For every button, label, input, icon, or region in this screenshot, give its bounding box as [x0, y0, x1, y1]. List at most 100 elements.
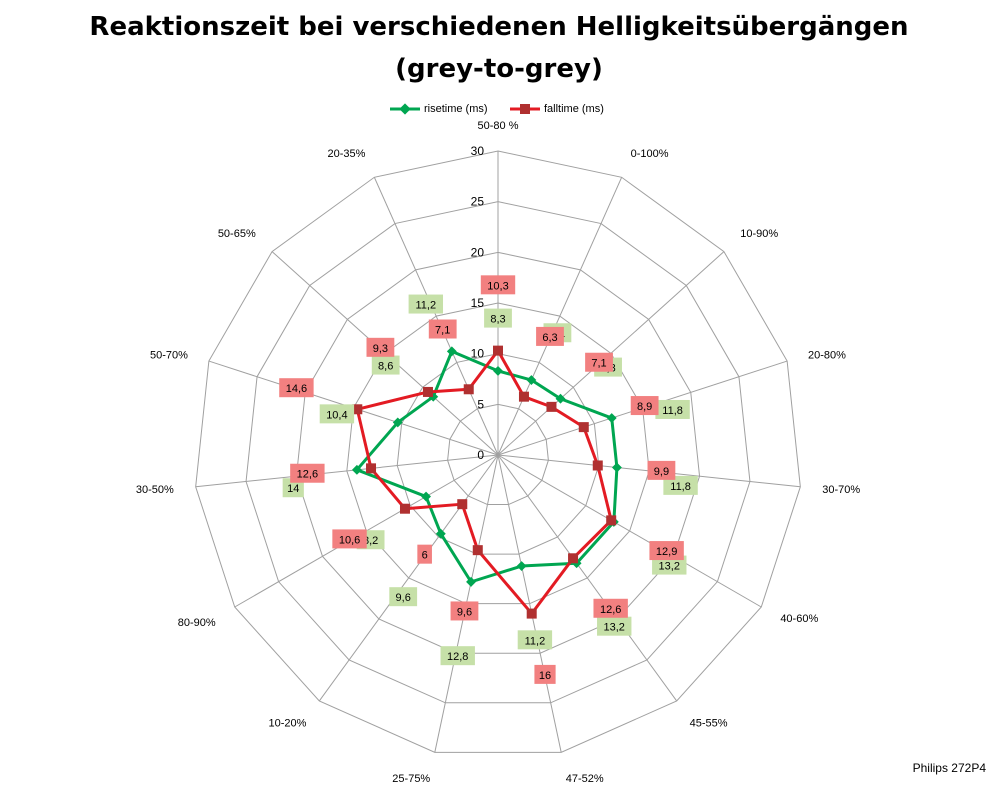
risetime-point — [421, 491, 431, 502]
risetime-data-label: 8,6 — [378, 361, 393, 373]
falltime-data-label-bg — [428, 319, 457, 339]
falltime-data-label: 12,9 — [656, 546, 677, 558]
falltime-point — [472, 545, 483, 556]
legend: risetime (ms) falltime (ms) — [0, 99, 998, 119]
risetime-data-label: 11,2 — [525, 635, 546, 647]
falltime-data-label: 10,3 — [487, 280, 508, 292]
falltime-data-label-bg — [647, 460, 676, 480]
risetime-point — [392, 417, 403, 428]
risetime-data-label-bg — [408, 294, 444, 314]
risetime-data-label-bg — [652, 555, 687, 575]
falltime-point — [546, 401, 557, 412]
risetime-data-label-bg — [389, 587, 418, 607]
risetime-data-label-bg — [663, 475, 698, 495]
falltime-data-label-bg — [585, 352, 613, 372]
falltime-data-label-bg — [290, 463, 325, 483]
falltime-data-label-bg — [630, 396, 659, 416]
falltime-data-label-bg — [366, 337, 395, 357]
chart-title-line-2: (grey-to-grey) — [395, 54, 603, 84]
risetime-data-label-bg — [517, 630, 553, 650]
risetime-data-label-bg — [371, 355, 400, 375]
risetime-point — [446, 346, 457, 357]
falltime-point — [526, 608, 537, 619]
risetime-point — [555, 393, 566, 404]
grid-spoke — [497, 454, 678, 702]
category-label: 45-55% — [690, 718, 728, 730]
risetime-point — [606, 413, 617, 423]
risetime-point — [466, 576, 476, 587]
category-label: 50-80 % — [478, 120, 519, 132]
category-label: 20-35% — [327, 148, 365, 160]
category-label: 50-65% — [218, 228, 256, 240]
category-label: 10-20% — [268, 718, 306, 730]
falltime-data-label-bg — [534, 664, 556, 684]
legend-falltime-swatch — [510, 104, 540, 114]
chart-title-line-1: Reaktionszeit bei verschiedenen Helligke… — [89, 12, 909, 42]
category-label: 30-70% — [822, 484, 860, 496]
grid-spoke — [373, 177, 499, 456]
falltime-point — [578, 422, 589, 433]
radial-tick-label: 10 — [471, 347, 485, 361]
risetime-point — [493, 365, 503, 376]
grid-ring — [295, 251, 701, 654]
risetime-data-label-bg — [282, 478, 304, 498]
category-label: 40-60% — [780, 613, 818, 625]
falltime-data-label: 12,6 — [297, 469, 318, 481]
category-label: 25-75% — [392, 773, 430, 785]
category-label: 50-70% — [150, 349, 188, 361]
falltime-series-line — [355, 349, 613, 616]
falltime-point — [352, 404, 363, 415]
risetime-data-label: 11,8 — [662, 405, 683, 417]
risetime-data-label: 8,2 — [363, 535, 378, 547]
risetime-data-label: 10,4 — [326, 409, 347, 421]
falltime-data-label: 7,1 — [435, 325, 450, 337]
falltime-data-label-bg — [649, 541, 684, 561]
falltime-point — [399, 503, 410, 514]
risetime-data-label: 13,2 — [604, 622, 625, 634]
radial-tick-label: 0 — [477, 448, 484, 462]
grid-ring — [346, 302, 650, 605]
grid-spoke — [497, 177, 623, 456]
grid-spoke — [195, 454, 499, 488]
risetime-series-line — [355, 349, 619, 584]
falltime-data-label: 12,6 — [600, 604, 621, 616]
risetime-point — [526, 375, 537, 385]
risetime-data-label-bg — [484, 308, 512, 328]
falltime-data-label: 6,3 — [542, 332, 557, 344]
grid-spoke — [318, 454, 499, 702]
falltime-data-label: 8,9 — [637, 401, 652, 413]
falltime-data-label: 9,9 — [654, 466, 669, 478]
radial-tick-label: 25 — [471, 195, 485, 209]
risetime-data-label: 11,8 — [670, 481, 691, 493]
legend-risetime-label: risetime (ms) — [424, 103, 488, 115]
radial-tick-label: 30 — [471, 144, 485, 158]
falltime-data-label: 9,3 — [373, 343, 388, 355]
falltime-point — [592, 460, 603, 471]
risetime-data-label: 8,3 — [490, 314, 505, 326]
falltime-data-label: 9,6 — [457, 606, 472, 618]
falltime-point — [366, 463, 377, 474]
falltime-data-label-bg — [593, 598, 628, 618]
risetime-data-label: 12,8 — [447, 651, 468, 663]
grid-ring — [195, 150, 801, 753]
radial-tick-label: 15 — [471, 296, 485, 310]
falltime-data-label-bg — [480, 275, 516, 295]
falltime-data-label: 16 — [539, 670, 551, 682]
risetime-point — [351, 464, 362, 475]
falltime-data-label-bg — [450, 601, 479, 621]
risetime-data-label: 11,2 — [416, 300, 437, 312]
risetime-data-label-bg — [655, 399, 690, 419]
legend-falltime-label: falltime (ms) — [544, 103, 604, 115]
radial-tick-label: 5 — [477, 397, 484, 411]
falltime-data-label-bg — [536, 326, 564, 346]
falltime-data-label-bg — [279, 378, 314, 398]
falltime-point — [493, 345, 503, 356]
radial-tick-label: 20 — [471, 245, 485, 259]
risetime-data-label: 9,6 — [396, 592, 411, 604]
category-label: 0-100% — [631, 148, 669, 160]
falltime-point — [422, 386, 433, 397]
credit-text: Philips 272P4 — [912, 761, 986, 775]
falltime-point — [463, 384, 474, 395]
grid-ring — [447, 403, 549, 506]
